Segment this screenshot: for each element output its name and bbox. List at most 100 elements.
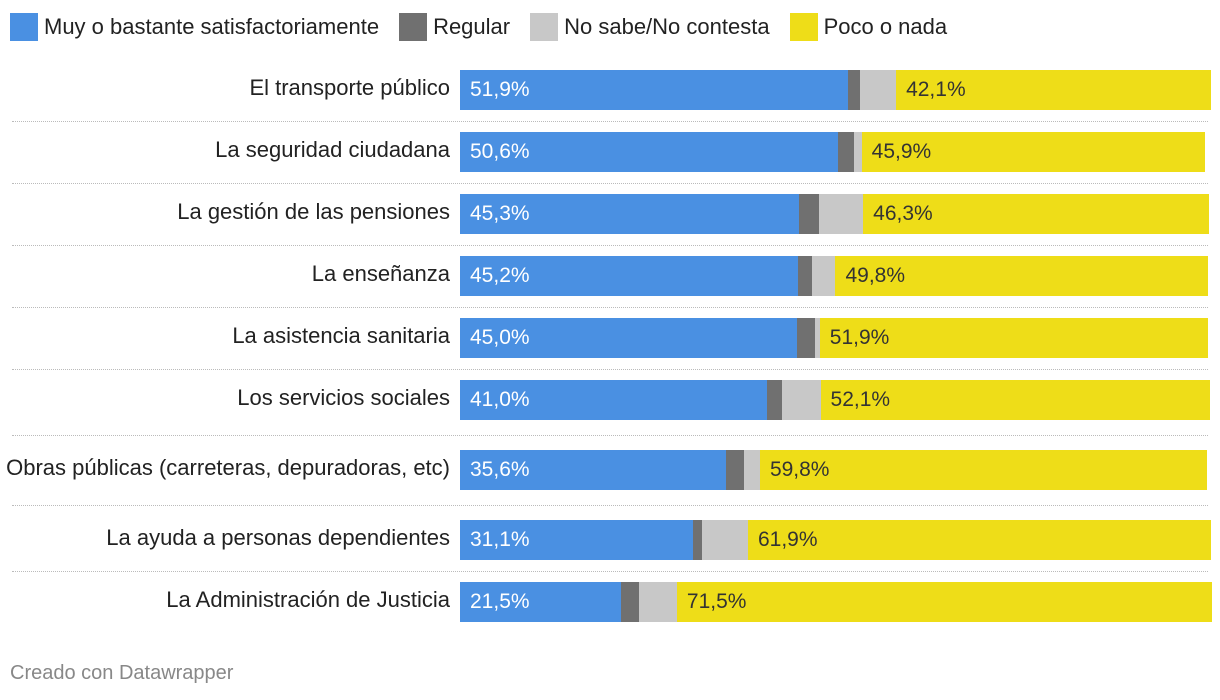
row-separator (12, 245, 1208, 246)
bar-segment-poco (819, 318, 1208, 358)
bar-segment-nsnc (782, 380, 821, 420)
bar-segment-satisfactorio (460, 256, 799, 296)
value-label-satisfactorio: 35,6% (470, 458, 530, 481)
bar-row: Los servicios sociales 41,0% 52,1% (0, 380, 1220, 420)
bar-segment-satisfactorio (460, 520, 693, 560)
value-label-poco: 45,9% (871, 140, 932, 163)
value-label-poco: 42,1% (906, 78, 966, 101)
bar-track: 41,0% 52,1% (460, 380, 1211, 420)
bar-segment-poco (820, 380, 1211, 420)
bar-segment-satisfactorio (460, 132, 839, 172)
row-separator (12, 571, 1208, 572)
bar-row: El transporte público 51,9% 42,1% (0, 70, 1220, 110)
bar-segment-nsnc (819, 194, 864, 234)
bar-track: 45,3% 46,3% (460, 194, 1210, 234)
value-label-poco: 61,9% (757, 528, 818, 551)
bar-row: La gestión de las pensiones 45,3% 46,3% (0, 194, 1220, 234)
bar-segment-satisfactorio (460, 450, 727, 490)
value-label-satisfactorio: 45,3% (470, 202, 530, 225)
legend-item-nsnc: No sabe/No contesta (530, 13, 770, 41)
value-label-poco: 51,9% (829, 326, 890, 349)
bar-segment-poco (863, 194, 1210, 234)
bar-segment-satisfactorio (460, 318, 797, 358)
bar-segment-poco (759, 450, 1208, 490)
value-label-satisfactorio: 21,5% (470, 590, 530, 613)
bar-track: 45,0% 51,9% (460, 318, 1208, 358)
bar-row: La enseñanza 45,2% 49,8% (0, 256, 1220, 296)
bar-segment-regular (620, 582, 639, 622)
legend-label-poco: Poco o nada (823, 14, 948, 39)
bar-segment-nsnc (744, 450, 760, 490)
row-separator (12, 369, 1208, 370)
bar-track: 21,5% 71,5% (460, 582, 1212, 622)
bar-track: 31,1% 61,9% (460, 520, 1211, 560)
legend-label-regular: Regular (433, 14, 511, 39)
value-label-satisfactorio: 45,0% (470, 326, 530, 349)
value-label-satisfactorio: 50,6% (470, 140, 530, 163)
value-label-poco: 49,8% (845, 264, 906, 287)
bar-segment-nsnc (638, 582, 677, 622)
category-label: El transporte público (249, 75, 450, 100)
bar-segment-regular (692, 520, 703, 560)
bar-segment-poco (747, 520, 1211, 560)
bar-segment-regular (726, 450, 745, 490)
category-label: La Administración de Justicia (166, 587, 450, 612)
legend-item-satisfactorio: Muy o bastante satisfactoriamente (10, 13, 379, 41)
bar-segment-poco (676, 582, 1212, 622)
category-label: La asistencia sanitaria (232, 323, 450, 348)
bar-segment-regular (838, 132, 855, 172)
bar-row: La Administración de Justicia 21,5% 71,5% (0, 582, 1220, 622)
bar-row: La seguridad ciudadana 50,6% 45,9% (0, 132, 1220, 172)
bar-row: La asistencia sanitaria 45,0% 51,9% (0, 318, 1220, 358)
category-label: La seguridad ciudadana (215, 137, 450, 162)
bar-segment-poco (835, 256, 1208, 296)
legend-item-regular: Regular (399, 13, 510, 41)
bar-row: La ayuda a personas dependientes 31,1% 61,… (0, 520, 1220, 560)
bar-segment-poco (861, 132, 1205, 172)
value-label-poco: 46,3% (873, 202, 933, 225)
row-separator (12, 505, 1208, 506)
value-label-satisfactorio: 45,2% (470, 264, 530, 287)
value-label-poco: 52,1% (830, 388, 891, 411)
row-separator (12, 121, 1208, 122)
bar-segment-satisfactorio (460, 70, 849, 110)
bar-segment-nsnc (860, 70, 897, 110)
bar-segment-poco (896, 70, 1211, 110)
category-label: La gestión de las pensiones (177, 199, 450, 224)
row-separator (12, 307, 1208, 308)
bar-segment-nsnc (815, 318, 820, 358)
legend-item-poco: Poco o nada (789, 13, 948, 41)
bar-segment-regular (798, 256, 812, 296)
credit-text: Creado con Datawrapper (10, 662, 234, 684)
category-label: La ayuda a personas dependientes (106, 525, 450, 550)
bar-segment-satisfactorio (460, 194, 799, 234)
bar-track: 45,2% 49,8% (460, 256, 1208, 296)
bar-segment-satisfactorio (460, 582, 621, 622)
bar-segment-nsnc (854, 132, 862, 172)
bar-row: Obras públicas (carreteras, depuradoras,… (0, 450, 1220, 490)
category-label: Obras públicas (carreteras, depuradoras,… (6, 455, 450, 480)
value-label-satisfactorio: 51,9% (470, 78, 530, 101)
value-label-satisfactorio: 41,0% (470, 388, 530, 411)
value-label-satisfactorio: 31,1% (470, 528, 530, 551)
bar-segment-nsnc (811, 256, 836, 296)
legend-label-satisfactorio: Muy o bastante satisfactoriamente (44, 14, 380, 39)
legend-swatch-nsnc (530, 13, 559, 41)
value-label-poco: 71,5% (686, 590, 747, 613)
legend-swatch-satisfactorio (10, 13, 38, 41)
category-label: Los servicios sociales (237, 385, 450, 410)
bar-segment-regular (796, 318, 816, 358)
legend-label-nsnc: No sabe/No contesta (564, 14, 770, 39)
category-label: La enseñanza (311, 261, 450, 286)
bar-track: 51,9% 42,1% (460, 70, 1211, 110)
legend-swatch-regular (399, 13, 428, 41)
row-separator (12, 435, 1208, 436)
bar-track: 50,6% 45,9% (460, 132, 1208, 172)
legend: Muy o bastante satisfactoriamente Regula… (10, 12, 967, 42)
bar-segment-satisfactorio (460, 380, 767, 420)
value-label-poco: 59,8% (769, 458, 830, 481)
row-separator (12, 183, 1208, 184)
bar-segment-nsnc (702, 520, 748, 560)
legend-swatch-poco (789, 13, 818, 41)
